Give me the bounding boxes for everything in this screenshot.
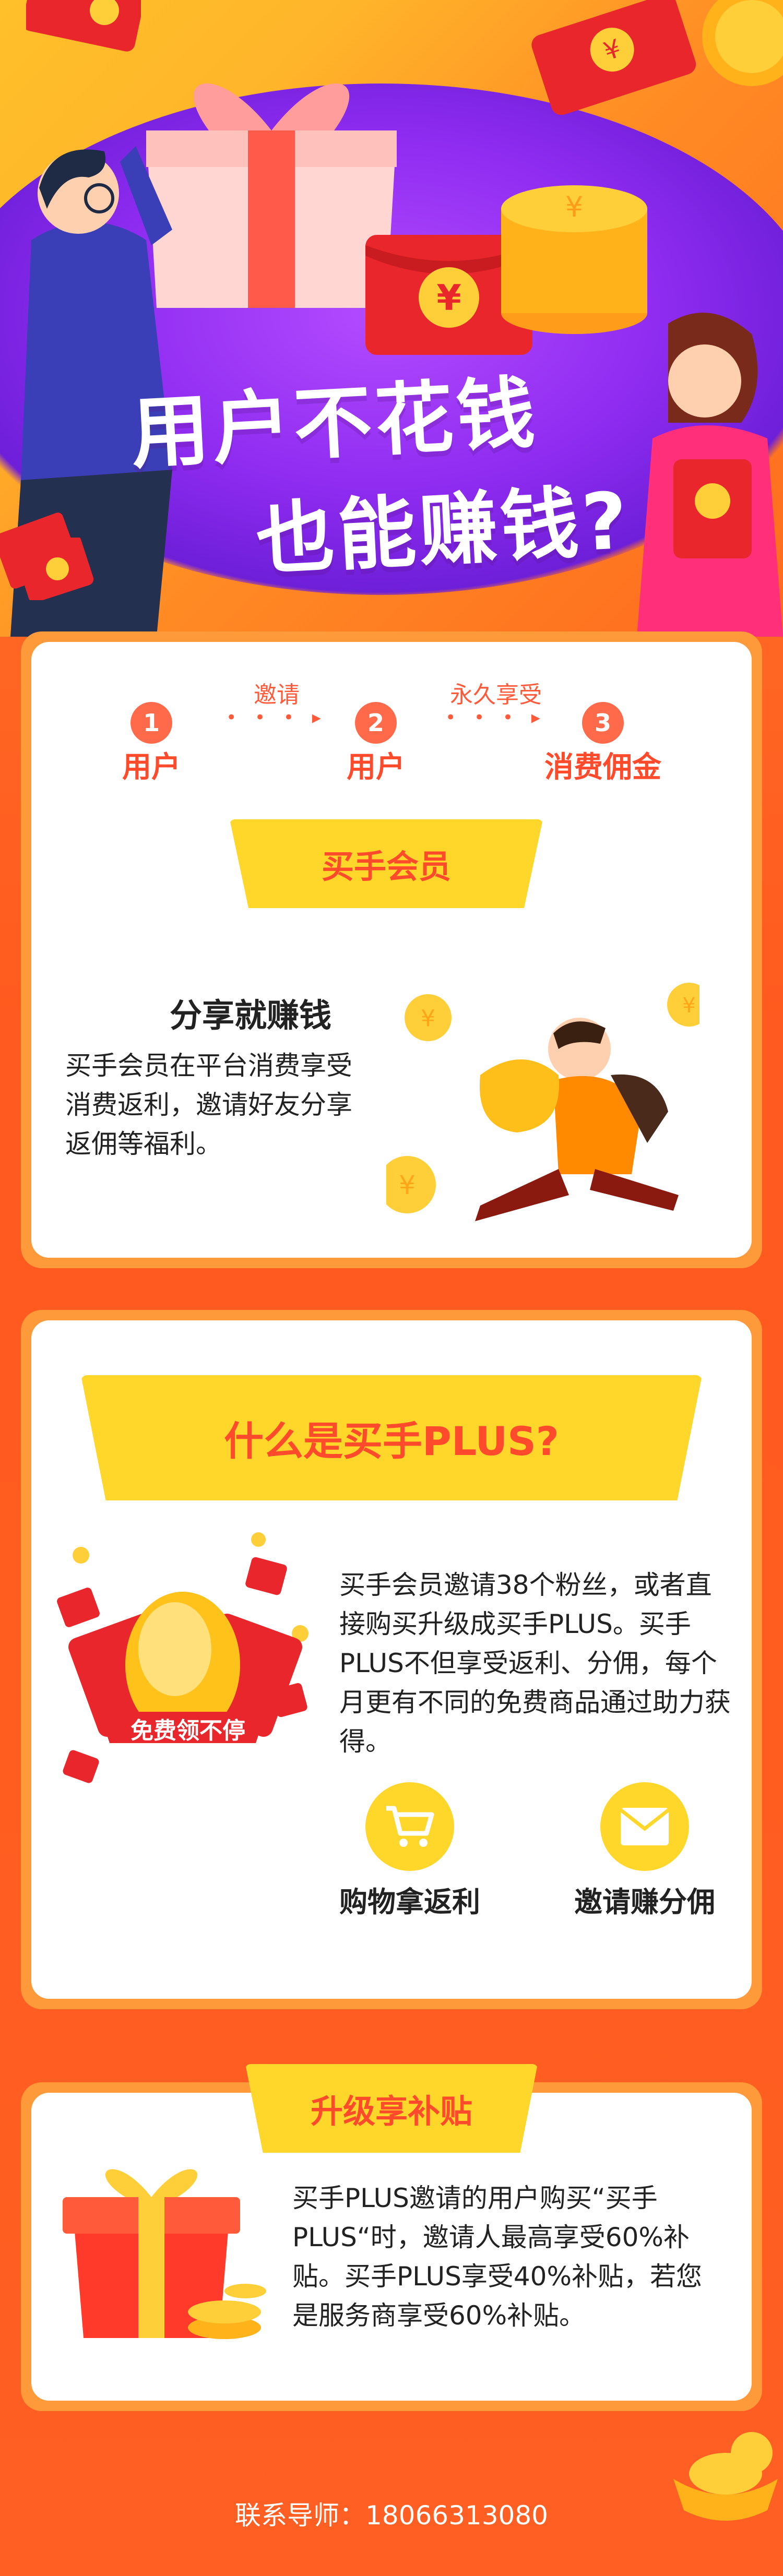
gold-ingot-icon — [673, 2432, 778, 2521]
step-number: 1 — [130, 702, 172, 744]
feature-label: 邀请赚分佣 — [574, 1886, 715, 1918]
feature-label: 购物拿返利 — [339, 1886, 480, 1918]
running-man-illustration: ¥ ¥ ¥ — [386, 983, 699, 1221]
step-label: 用户 — [122, 750, 181, 784]
arrow-label: 永久享受 — [450, 682, 542, 708]
svg-text:¥: ¥ — [682, 994, 695, 1018]
arrow-label: 邀请 — [254, 682, 300, 708]
egg-badge: 免费领不停 — [130, 1718, 245, 1744]
buyer-heading: 分享就赚钱 — [170, 996, 332, 1034]
svg-text:¥: ¥ — [436, 278, 461, 319]
coin-stack-icon: ¥ — [501, 185, 647, 334]
red-envelope-icon — [21, 538, 94, 600]
red-envelope-icon — [26, 0, 141, 52]
red-envelope-icon: ¥ — [531, 0, 696, 115]
contact-footer: 联系导师：18066313080 — [235, 2500, 548, 2531]
svg-text:¥: ¥ — [565, 190, 583, 223]
envelope-icon — [600, 1782, 689, 1871]
subsidy-banner: 升级享补贴 — [245, 2064, 538, 2153]
arrow-dots: • • • ▸ — [226, 707, 327, 728]
buyer-body: 买手会员在平台消费享受消费返利，邀请好友分享返佣等福利。 — [65, 1051, 352, 1159]
subsidy-body: 买手PLUS邀请的用户购买“买手PLUS“时，邀请人最高享受60%补贴。买手PL… — [292, 2183, 702, 2331]
step-2: 2 — [355, 702, 397, 744]
woman-illustration — [637, 313, 783, 637]
svg-text:¥: ¥ — [399, 1170, 416, 1200]
step-1: 1 — [130, 702, 172, 744]
step-number: 2 — [355, 702, 397, 744]
step-label: 用户 — [347, 750, 405, 784]
golden-egg-illustration — [57, 1532, 309, 1783]
gift-box-icon — [63, 2169, 266, 2339]
red-envelope-icon: ¥ — [365, 235, 532, 355]
gold-coin-icon — [702, 0, 783, 86]
hero-title-line1: 用户不花钱 — [128, 367, 540, 480]
hero-banner: ¥ ¥ ¥ — [0, 0, 783, 637]
gift-box-icon — [146, 83, 397, 308]
plus-banner: 什么是买手PLUS? — [81, 1375, 702, 1500]
hero-title-line2: 也能赚钱? — [254, 475, 633, 586]
step-3: 3 — [582, 702, 624, 744]
step-number: 3 — [582, 702, 624, 744]
svg-text:¥: ¥ — [421, 1005, 435, 1032]
shopping-cart-icon — [365, 1782, 454, 1871]
plus-body: 买手会员邀请38个粉丝，或者直接购买升级成买手PLUS。买手PLUS不但享受返利… — [339, 1570, 731, 1757]
arrow-dots: • • • ▸ — [445, 707, 547, 728]
buyer-banner: 买手会员 — [230, 819, 543, 908]
step-label: 消费佣金 — [544, 750, 661, 784]
